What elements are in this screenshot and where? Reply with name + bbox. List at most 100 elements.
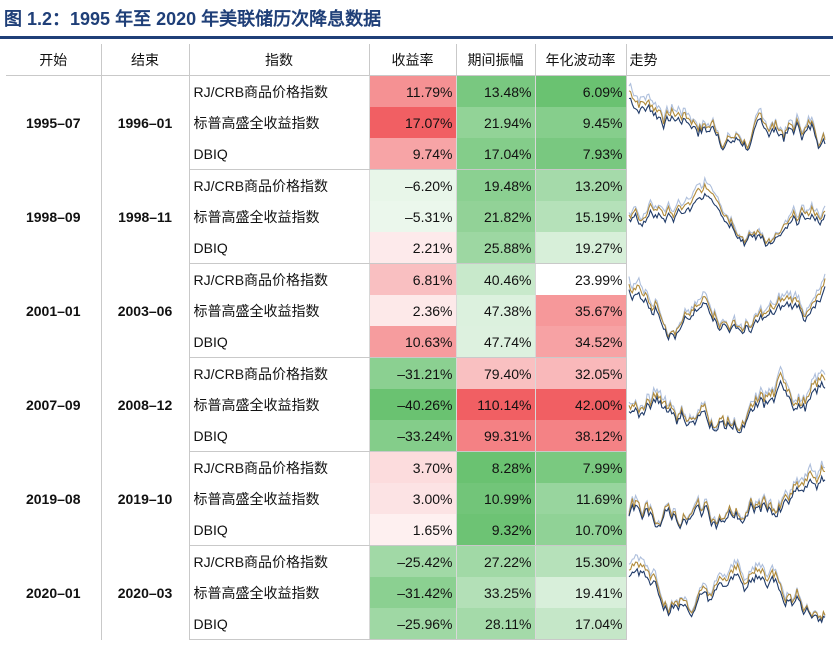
- index-name: DBIQ: [188, 138, 369, 170]
- amplitude-value: 21.94%: [455, 107, 535, 138]
- return-value: 2.21%: [368, 232, 456, 264]
- header-start: 开始: [6, 44, 101, 76]
- return-value: 10.63%: [368, 326, 456, 358]
- return-value: 2.36%: [368, 295, 456, 326]
- volatility-value: 11.69%: [534, 483, 626, 514]
- amplitude-value: 13.48%: [455, 75, 535, 107]
- index-name: RJ/CRB商品价格指数: [188, 545, 369, 577]
- trend-line-rjcrb: [628, 181, 825, 245]
- index-name: DBIQ: [188, 232, 369, 264]
- return-value: –25.42%: [368, 545, 456, 577]
- table-row: 标普高盛全收益指数 2.36% 47.38% 35.67%: [6, 295, 830, 326]
- index-name: DBIQ: [188, 420, 369, 452]
- return-value: 17.07%: [368, 107, 456, 138]
- table-row: 标普高盛全收益指数 –31.42% 33.25% 19.41%: [6, 577, 830, 608]
- period-end: 2008–12: [100, 357, 189, 452]
- index-name: 标普高盛全收益指数: [188, 483, 369, 514]
- period-end: 2020–03: [100, 545, 189, 640]
- trend-sparkline-svg: [628, 82, 826, 151]
- return-value: 1.65%: [368, 514, 456, 546]
- return-value: –5.31%: [368, 201, 456, 232]
- table-row: 标普高盛全收益指数 3.00% 10.99% 11.69%: [6, 483, 830, 514]
- amplitude-value: 17.04%: [455, 138, 535, 170]
- period-end: 2003–06: [100, 263, 189, 358]
- trend-line-rjcrb: [628, 560, 826, 621]
- return-value: 9.74%: [368, 138, 456, 170]
- rate-cut-table: 开始 结束 指数 收益率 期间振幅 年化波动率 走势 1995–07 1996–0…: [6, 44, 830, 640]
- header-volatility: 年化波动率: [534, 44, 626, 76]
- table-row: DBIQ –33.24% 99.31% 38.12%: [6, 420, 830, 452]
- period-start: 2007–09: [6, 357, 101, 452]
- return-value: –25.96%: [368, 608, 456, 640]
- amplitude-value: 10.99%: [455, 483, 535, 514]
- index-name: 标普高盛全收益指数: [188, 201, 369, 232]
- amplitude-value: 25.88%: [455, 232, 535, 264]
- amplitude-value: 47.74%: [455, 326, 535, 358]
- volatility-value: 7.93%: [534, 138, 626, 170]
- amplitude-value: 33.25%: [455, 577, 535, 608]
- volatility-value: 10.70%: [534, 514, 626, 546]
- header-index: 指数: [188, 44, 369, 76]
- volatility-value: 17.04%: [534, 608, 626, 640]
- table-row: DBIQ 1.65% 9.32% 10.70%: [6, 514, 830, 546]
- table-row: 2001–01 2003–06 RJ/CRB商品价格指数 6.81% 40.46% 23.…: [6, 263, 830, 358]
- index-name: RJ/CRB商品价格指数: [188, 451, 369, 483]
- amplitude-value: 99.31%: [455, 420, 535, 452]
- return-value: 6.81%: [368, 263, 456, 295]
- amplitude-value: 79.40%: [455, 357, 535, 389]
- table-row: 标普高盛全收益指数 17.07% 21.94% 9.45%: [6, 107, 830, 138]
- volatility-value: 15.19%: [534, 201, 626, 232]
- amplitude-value: 9.32%: [455, 514, 535, 546]
- period-end: 2019–10: [100, 451, 189, 546]
- table-body: 1995–07 1996–01 RJ/CRB商品价格指数 11.79% 13.48% 6.…: [6, 75, 830, 640]
- trend-line-spgs: [628, 191, 826, 247]
- volatility-value: 9.45%: [534, 107, 626, 138]
- trend-line-rjcrb: [628, 90, 826, 151]
- return-value: –40.26%: [368, 389, 456, 420]
- trend-line-dbiq: [628, 553, 826, 622]
- period-start: 2019–08: [6, 451, 101, 546]
- volatility-value: 7.99%: [534, 451, 626, 483]
- index-name: 标普高盛全收益指数: [188, 389, 369, 420]
- table-row: 2007–09 2008–12 RJ/CRB商品价格指数 –31.21% 79.40% 3…: [6, 357, 830, 452]
- index-name: 标普高盛全收益指数: [188, 295, 369, 326]
- trend-sparkline-svg: [628, 553, 826, 624]
- volatility-value: 35.67%: [534, 295, 626, 326]
- amplitude-value: 110.14%: [455, 389, 535, 420]
- trend-line-dbiq: [628, 175, 825, 246]
- table-row: 2019–08 2019–10 RJ/CRB商品价格指数 3.70% 8.28% 7.99…: [6, 451, 830, 546]
- return-value: –31.42%: [368, 577, 456, 608]
- amplitude-value: 8.28%: [455, 451, 535, 483]
- amplitude-value: 21.82%: [455, 201, 535, 232]
- trend-sparkline: [625, 169, 830, 264]
- trend-sparkline: [625, 75, 830, 170]
- table-row: 1998–09 1998–11 RJ/CRB商品价格指数 –6.20% 19.48% 13…: [6, 169, 830, 264]
- table-row: 2020–01 2020–03 RJ/CRB商品价格指数 –25.42% 27.22% 1…: [6, 545, 830, 640]
- index-name: RJ/CRB商品价格指数: [188, 169, 369, 201]
- trend-line-spgs: [628, 97, 826, 151]
- trend-sparkline-svg: [628, 175, 826, 247]
- table-row: 标普高盛全收益指数 –40.26% 110.14% 42.00%: [6, 389, 830, 420]
- volatility-value: 38.12%: [534, 420, 626, 452]
- period-start: 2020–01: [6, 545, 101, 640]
- table-row: DBIQ –25.96% 28.11% 17.04%: [6, 608, 830, 640]
- trend-line-spgs: [627, 285, 826, 341]
- volatility-value: 13.20%: [534, 169, 626, 201]
- table-row: DBIQ 2.21% 25.88% 19.27%: [6, 232, 830, 264]
- index-name: RJ/CRB商品价格指数: [188, 75, 369, 107]
- return-value: 3.00%: [368, 483, 456, 514]
- index-name: DBIQ: [188, 514, 369, 546]
- trend-sparkline-svg: [627, 364, 825, 433]
- volatility-value: 34.52%: [534, 326, 626, 358]
- trend-sparkline: [625, 451, 830, 546]
- period-start: 2001–01: [6, 263, 101, 358]
- header-return: 收益率: [368, 44, 456, 76]
- header-row: 开始 结束 指数 收益率 期间振幅 年化波动率 走势: [6, 44, 830, 76]
- period-end: 1998–11: [100, 169, 189, 264]
- amplitude-value: 47.38%: [455, 295, 535, 326]
- trend-line-spgs: [628, 378, 825, 433]
- trend-line-rjcrb: [627, 370, 825, 432]
- volatility-value: 42.00%: [534, 389, 626, 420]
- return-value: 11.79%: [368, 75, 456, 107]
- volatility-value: 32.05%: [534, 357, 626, 389]
